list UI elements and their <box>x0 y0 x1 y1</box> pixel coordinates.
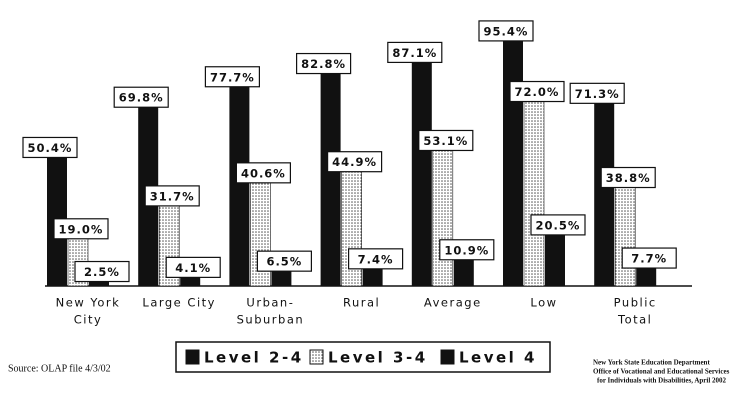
value-label: 87.1% <box>392 46 437 60</box>
x-tick-label: New York <box>56 296 121 310</box>
value-label: 20.5% <box>536 218 581 232</box>
value-label: 4.1% <box>175 261 211 275</box>
x-tick-label: Large City <box>142 296 216 310</box>
bar <box>180 275 201 286</box>
value-label: 53.1% <box>423 134 468 148</box>
value-label-box <box>530 214 586 236</box>
bar <box>89 279 109 286</box>
bar <box>545 232 565 286</box>
value-label-box <box>478 20 534 42</box>
value-label-box <box>144 185 200 207</box>
value-label-box <box>569 82 625 104</box>
legend-label: Level 3-4 <box>328 349 428 367</box>
value-label: 40.6% <box>241 166 286 180</box>
x-tick-label: City <box>74 313 103 327</box>
value-label-box <box>256 250 312 272</box>
value-label: 2.5% <box>84 265 120 279</box>
bar <box>453 257 474 286</box>
value-label: 10.9% <box>444 243 489 257</box>
bar <box>229 84 250 286</box>
legend-label: Level 2-4 <box>204 349 304 367</box>
bar <box>432 148 454 287</box>
legend-label: Level 4 <box>459 349 537 367</box>
value-label: 6.5% <box>266 255 302 269</box>
bar <box>594 101 615 286</box>
x-tick-label: Public <box>614 296 657 310</box>
value-label-box <box>74 260 130 283</box>
value-label-box <box>235 162 291 184</box>
x-tick-label: Urban- <box>246 296 294 310</box>
value-label: 7.4% <box>358 252 394 266</box>
value-label-box <box>418 129 474 152</box>
value-label: 71.3% <box>575 87 620 101</box>
value-label-box <box>22 136 78 159</box>
value-label-box <box>113 86 169 108</box>
bar <box>636 266 657 286</box>
value-label: 95.4% <box>484 24 529 38</box>
x-tick-label: Suburban <box>237 313 305 327</box>
value-label-box <box>600 166 656 189</box>
credit: New York State Education Department <box>593 359 710 367</box>
x-tick-label: Low <box>530 296 557 310</box>
value-label-box <box>439 239 495 261</box>
value-label-box <box>348 248 404 270</box>
legend-swatch <box>309 349 324 365</box>
x-tick-label: Average <box>424 296 482 310</box>
value-label: 82.8% <box>301 57 346 71</box>
legend-box <box>175 341 551 373</box>
credit: Office of Vocational and Educational Ser… <box>593 368 730 376</box>
value-label-box <box>296 52 352 75</box>
value-label-box <box>327 151 383 173</box>
credit: for Individuals with Disabilities, April… <box>597 377 727 385</box>
value-label-box <box>387 41 443 64</box>
value-label: 69.8% <box>119 91 164 105</box>
bar <box>523 99 545 287</box>
value-label: 72.0% <box>515 85 560 99</box>
value-label: 77.7% <box>210 70 255 84</box>
source: Source: OLAP file 4/3/02 <box>8 363 111 374</box>
value-label: 7.7% <box>631 252 667 266</box>
bar <box>320 71 341 286</box>
value-label: 19.0% <box>59 222 104 236</box>
value-label: 38.8% <box>606 171 651 185</box>
value-label-box <box>165 256 221 278</box>
x-tick-label: Rural <box>343 296 380 310</box>
x-tick-label: Total <box>617 313 652 327</box>
bar <box>614 185 636 287</box>
value-label: 31.7% <box>150 189 195 203</box>
legend-swatch <box>440 349 455 365</box>
value-label-box <box>204 66 260 88</box>
bar <box>411 60 432 287</box>
value-label-box <box>509 80 565 103</box>
value-label: 44.9% <box>332 155 377 169</box>
bar <box>362 266 383 286</box>
legend-swatch <box>185 349 200 365</box>
bar <box>271 269 292 286</box>
value-label-box <box>53 218 109 240</box>
bar <box>503 38 523 286</box>
value-label: 50.4% <box>28 141 73 155</box>
value-label-box <box>621 247 677 269</box>
